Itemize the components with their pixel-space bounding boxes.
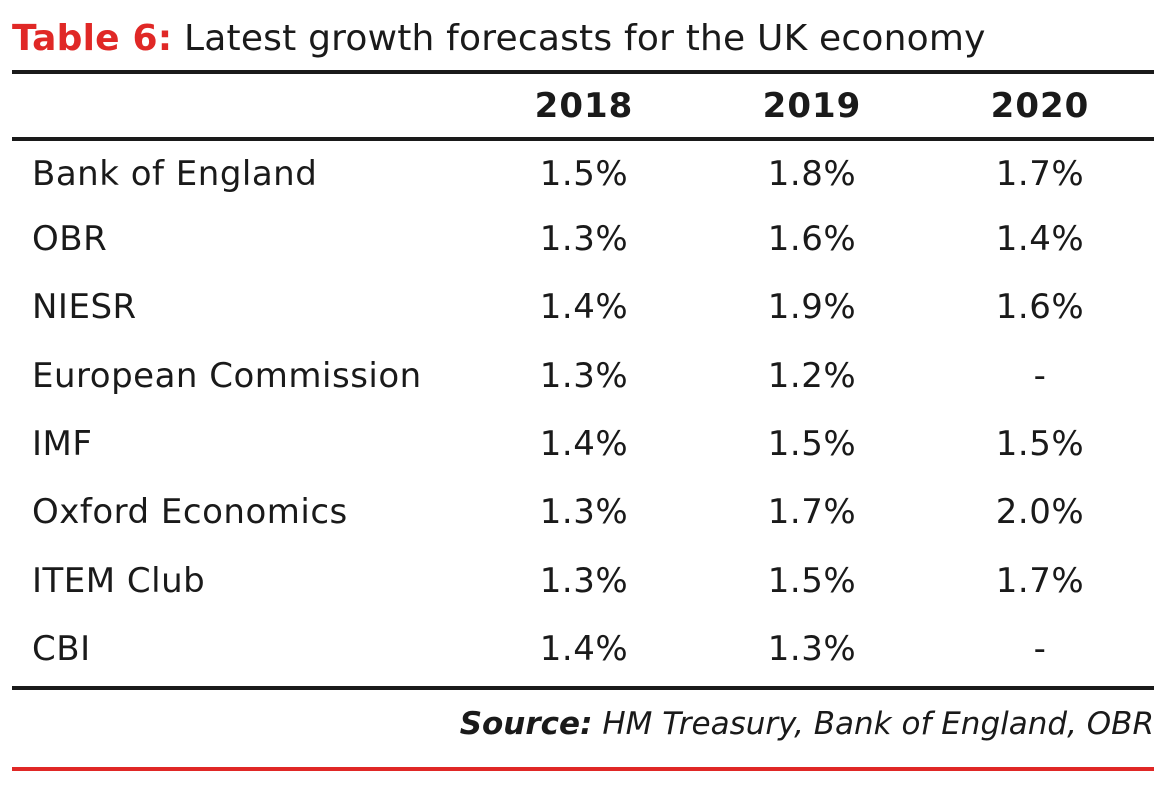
forecast-table: 2018 2019 2020 Bank of England 1.5% 1.8%… — [12, 74, 1154, 683]
table-row: Bank of England 1.5% 1.8% 1.7% — [12, 137, 1154, 205]
value-2019: 1.5% — [767, 424, 857, 465]
value-2018: 1.3% — [539, 355, 629, 396]
table-row: ITEM Club 1.3% 1.5% 1.7% — [12, 546, 1154, 614]
value-2019: 1.9% — [767, 287, 857, 328]
table-number: Table 6: — [12, 18, 173, 59]
header-row: 2018 2019 2020 — [12, 74, 1154, 137]
value-2019: 1.8% — [767, 154, 857, 194]
value-2019: 1.6% — [767, 219, 857, 260]
forecaster-name: ITEM Club — [32, 560, 206, 601]
value-2018: 1.5% — [539, 154, 629, 194]
value-2019: 1.5% — [767, 560, 857, 601]
table-row: Oxford Economics 1.3% 1.7% 2.0% — [12, 478, 1154, 546]
column-header-2018: 2018 — [534, 85, 634, 126]
value-2019: 1.2% — [767, 355, 857, 396]
column-header-2020: 2020 — [990, 85, 1090, 126]
forecaster-name: CBI — [32, 628, 91, 669]
value-2018: 1.4% — [539, 628, 629, 669]
value-2018: 1.3% — [539, 219, 629, 260]
value-2019: 1.7% — [767, 492, 857, 533]
forecaster-name: IMF — [32, 424, 93, 465]
table-caption: Latest growth forecasts for the UK econo… — [183, 18, 986, 59]
header-rule — [12, 137, 1154, 141]
table-row: CBI 1.4% 1.3% - — [12, 615, 1154, 683]
source-note: Source: HM Treasury, Bank of England, OB… — [460, 706, 1154, 742]
column-header-forecaster — [12, 74, 470, 137]
value-2018: 1.4% — [539, 287, 629, 328]
top-rule — [12, 70, 1154, 74]
value-2018: 1.3% — [539, 560, 629, 601]
table-row: OBR 1.3% 1.6% 1.4% — [12, 205, 1154, 273]
footer-accent-rule — [12, 767, 1154, 771]
column-header-2019: 2019 — [762, 85, 862, 126]
table-row: IMF 1.4% 1.5% 1.5% — [12, 410, 1154, 478]
forecaster-name: OBR — [32, 219, 108, 260]
value-2020: 1.4% — [995, 219, 1085, 260]
value-2020: 1.6% — [995, 287, 1085, 328]
forecaster-name: Bank of England — [32, 154, 318, 194]
forecaster-name: Oxford Economics — [32, 492, 348, 533]
forecaster-name: NIESR — [32, 287, 137, 328]
value-2018: 1.4% — [539, 424, 629, 465]
value-2019: 1.3% — [767, 628, 857, 669]
forecaster-name: European Commission — [32, 355, 422, 396]
value-2020: - — [1033, 355, 1047, 396]
value-2018: 1.3% — [539, 492, 629, 533]
value-2020: - — [1033, 628, 1047, 669]
bottom-rule — [12, 686, 1154, 690]
value-2020: 1.7% — [995, 154, 1085, 194]
table-title: Table 6: Latest growth forecasts for the… — [12, 16, 986, 62]
value-2020: 2.0% — [995, 492, 1085, 533]
source-label: Source: — [459, 706, 593, 742]
source-text: HM Treasury, Bank of England, OBR — [602, 706, 1154, 742]
table-row: NIESR 1.4% 1.9% 1.6% — [12, 273, 1154, 341]
value-2020: 1.5% — [995, 424, 1085, 465]
table-row: European Commission 1.3% 1.2% - — [12, 342, 1154, 410]
value-2020: 1.7% — [995, 560, 1085, 601]
